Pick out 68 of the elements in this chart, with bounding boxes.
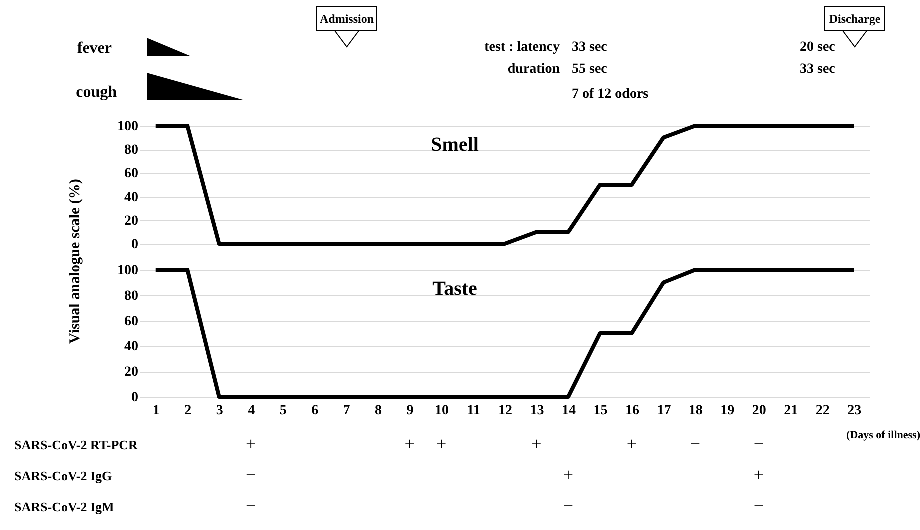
text: 20 sec [800,40,836,55]
y-tick-label: 40 [124,340,138,355]
x-axis-title: (Days of illness) [846,430,920,442]
text: 33 sec [572,40,608,55]
x-tick-label: 18 [688,404,703,418]
x-tick-label: 17 [657,404,672,418]
y-axis-title: Visual analogue scale (%) [68,179,84,344]
x-tick-label: 11 [467,404,480,418]
y-tick-label: 60 [124,314,138,330]
x-tick-label: 15 [594,404,608,418]
text: + [563,465,574,485]
x-tick-label: 6 [312,404,319,418]
text: Admission [320,12,374,26]
text: + [754,465,764,485]
text: − [246,496,256,516]
y-tick-label: 80 [124,288,138,304]
text: 55 sec [572,62,608,77]
text: − [754,434,764,454]
y-tick-label: 20 [124,365,138,380]
x-tick-label: 22 [816,404,830,418]
chart-title: Taste [432,278,478,300]
x-tick-label: 3 [216,404,224,418]
x-tick-label: 4 [248,404,256,418]
y-tick-label: 60 [124,166,138,182]
text: − [690,434,701,454]
text: duration [508,62,560,77]
x-tick-label: 7 [343,404,350,418]
text: − [754,496,764,516]
text: 33 sec [800,62,836,77]
text: − [246,465,256,485]
x-tick-label: 1 [152,404,160,418]
y-tick-label: 100 [118,120,138,134]
x-tick-label: 13 [530,404,544,418]
x-tick-label: 5 [280,404,287,418]
y-tick-label: 40 [124,190,138,206]
x-tick-label: 8 [375,404,382,418]
x-tick-label: 23 [848,404,862,418]
x-tick-label: 9 [406,404,414,418]
y-tick-label: 20 [124,214,138,229]
text: Discharge [829,12,882,26]
y-tick-label: 100 [118,264,138,278]
line-series [154,268,856,399]
x-tick-label: 14 [562,404,576,418]
x-tick-label: 16 [625,404,640,418]
text: + [532,434,542,454]
text: + [404,434,415,454]
category-label: SARS-CoV-2 IgG [14,468,112,484]
text: cough [76,84,118,101]
chart-title: Smell [431,134,480,156]
text: + [626,434,638,454]
text: + [436,434,447,454]
y-tick-label: 0 [132,238,138,252]
x-tick-label: 2 [184,404,192,418]
text: − [563,496,574,516]
line-series [154,124,856,246]
y-tick-label: 80 [124,143,138,158]
category-label: SARS-CoV-2 IgM [14,499,114,514]
text: + [246,434,256,454]
x-tick-label: 19 [720,404,735,418]
x-tick-label: 12 [498,404,512,418]
text: fever [77,40,112,57]
text: 7 of 12 odors [572,87,650,102]
x-tick-label: 10 [435,404,450,418]
x-tick-label: 21 [784,404,798,418]
x-tick-label: 20 [752,404,766,418]
text: test : latency [484,40,560,55]
y-tick-label: 0 [132,390,138,406]
category-label: SARS-CoV-2 RT-PCR [14,438,138,453]
